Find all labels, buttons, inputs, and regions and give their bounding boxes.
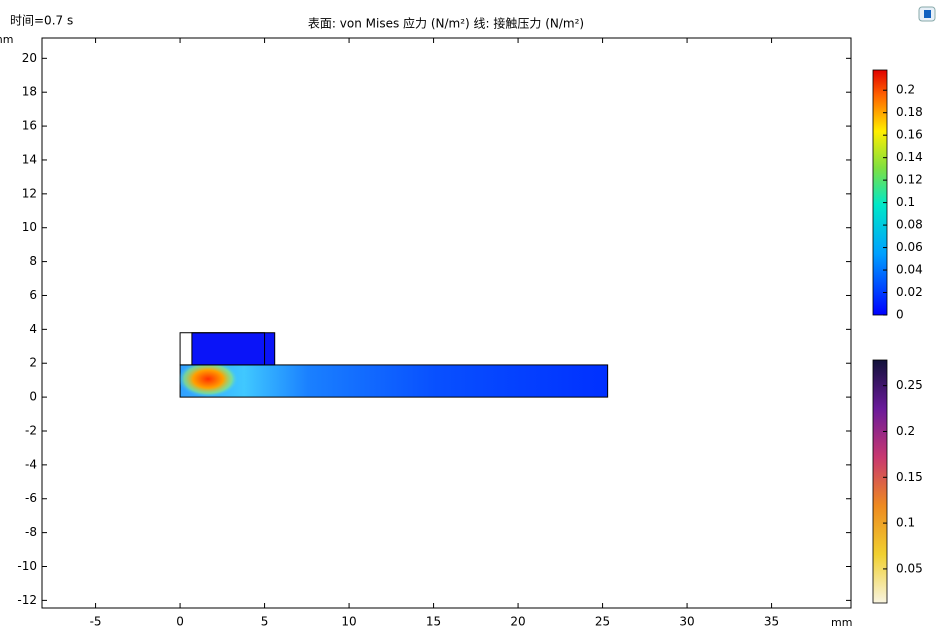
y-tick-label: -4 bbox=[25, 457, 37, 471]
y-tick-label: -6 bbox=[25, 491, 37, 505]
y-tick-label: 0 bbox=[29, 390, 37, 404]
time-label: 时间=0.7 s bbox=[10, 14, 73, 28]
y-tick-label: 14 bbox=[22, 152, 37, 166]
stress-hotspot bbox=[178, 361, 239, 398]
reference-outline bbox=[179, 332, 266, 366]
domain bbox=[179, 364, 609, 398]
y-tick-label: 12 bbox=[22, 186, 37, 200]
x-tick-label: -5 bbox=[90, 615, 102, 629]
colorbar-label: 0.12 bbox=[896, 173, 923, 187]
colorbar-label: 0.16 bbox=[896, 128, 923, 142]
x-tick-label: 20 bbox=[510, 615, 525, 629]
colorbar-label: 0.18 bbox=[896, 105, 923, 119]
chart-title: 表面: von Mises 应力 (N/m²) 线: 接触压力 (N/m²) bbox=[308, 16, 584, 31]
x-tick-label: 0 bbox=[176, 615, 184, 629]
y-tick-label: -2 bbox=[25, 423, 37, 437]
x-tick-label: 30 bbox=[679, 615, 694, 629]
colorbar-label: 0.14 bbox=[896, 150, 923, 164]
x-tick-label: 10 bbox=[341, 615, 356, 629]
y-tick-label: -10 bbox=[17, 559, 37, 573]
x-tick-label: 25 bbox=[595, 615, 610, 629]
x-tick-label: 5 bbox=[261, 615, 269, 629]
colorbar-label: 0.08 bbox=[896, 218, 923, 232]
view-icon-inner bbox=[924, 10, 931, 18]
colorbar-label: 0.2 bbox=[896, 424, 915, 438]
colorbar bbox=[872, 359, 888, 604]
y-tick-label: -8 bbox=[25, 525, 37, 539]
colorbar-label: 0.1 bbox=[896, 195, 915, 209]
y-tick-label: 18 bbox=[22, 85, 37, 99]
colorbar-label: 0.25 bbox=[896, 378, 923, 392]
y-tick-label: 6 bbox=[29, 288, 37, 302]
y-unit: mm bbox=[0, 33, 13, 46]
y-tick-label: 4 bbox=[29, 322, 37, 336]
y-tick-label: 16 bbox=[22, 119, 37, 133]
x-tick-label: 35 bbox=[764, 615, 779, 629]
y-tick-label: 10 bbox=[22, 220, 37, 234]
colorbar-label: 0.05 bbox=[896, 561, 923, 575]
colorbar-label: 0.04 bbox=[896, 263, 923, 277]
colorbar-label: 0.15 bbox=[896, 470, 923, 484]
colorbar bbox=[872, 69, 888, 316]
colorbar-label: 0.02 bbox=[896, 285, 923, 299]
colorbar-label: 0 bbox=[896, 308, 904, 322]
x-unit: mm bbox=[831, 616, 852, 629]
y-tick-label: -12 bbox=[17, 593, 37, 607]
x-tick-label: 15 bbox=[426, 615, 441, 629]
plot-frame bbox=[41, 37, 852, 609]
y-tick-label: 8 bbox=[29, 254, 37, 268]
colorbar-label: 0.2 bbox=[896, 83, 915, 97]
colorbar-label: 0.06 bbox=[896, 240, 923, 254]
y-tick-label: 20 bbox=[22, 51, 37, 65]
colorbar-label: 0.1 bbox=[896, 516, 915, 530]
domain bbox=[191, 332, 276, 366]
y-tick-label: 2 bbox=[29, 356, 37, 370]
